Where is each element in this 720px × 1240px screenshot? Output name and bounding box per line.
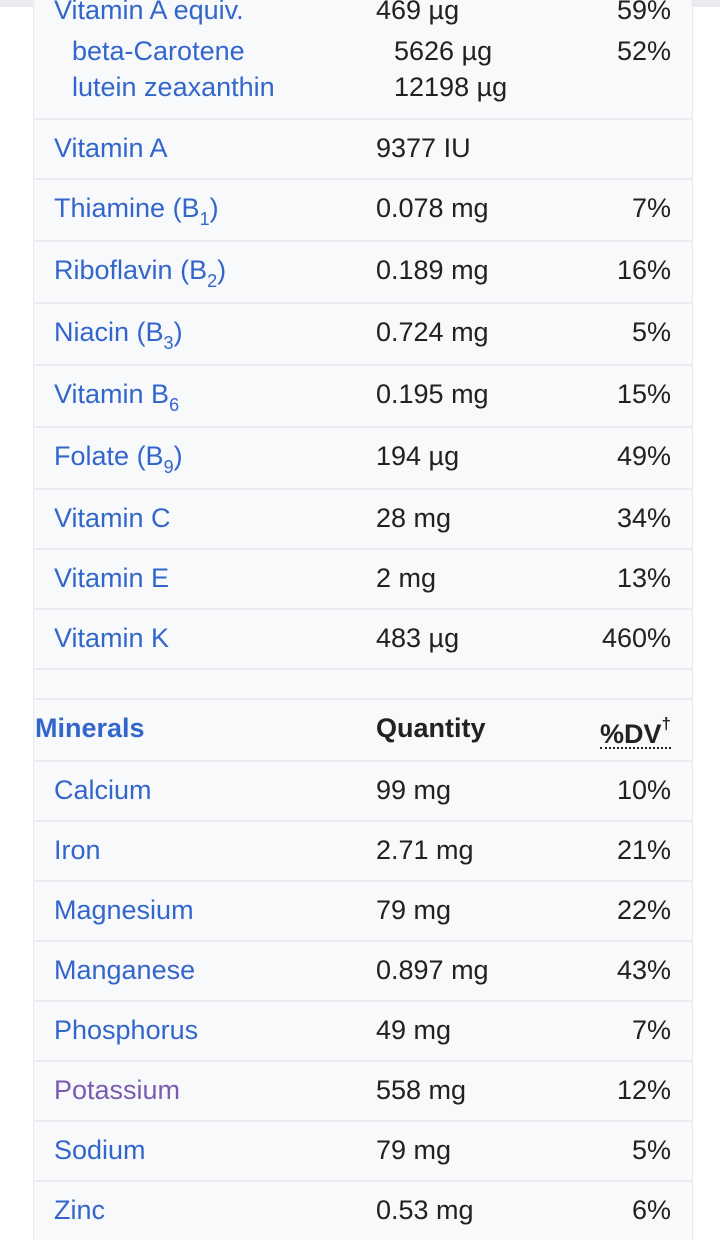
nutrient-quantity: 0.195 mg <box>376 379 489 409</box>
nutrient-quantity: 79 mg <box>376 1135 452 1165</box>
nutrient-quantity: 5626 µg <box>394 36 493 66</box>
nutrient-name-link[interactable]: Niacin (B3) <box>54 317 183 353</box>
nutrient-quantity: 0.078 mg <box>376 193 489 223</box>
nutrient-quantity: 49 mg <box>376 1015 452 1045</box>
nutrient-dv: 34% <box>616 503 671 533</box>
nutrient-name: Vitamin B <box>54 379 170 409</box>
nutrient-quantity: 194 µg <box>376 441 460 471</box>
nutrient-name-link[interactable]: Zinc <box>54 1195 106 1225</box>
nutrient-name-link[interactable]: Sodium <box>54 1135 146 1165</box>
nutrient-name-link[interactable]: Potassium <box>54 1075 181 1105</box>
nutrient-name-link[interactable]: Manganese <box>54 955 196 985</box>
nutrient-quantity: 483 µg <box>376 623 460 653</box>
nutrient-name-link[interactable]: Vitamin E <box>54 563 170 593</box>
nutrient-dv: 7% <box>631 1015 671 1045</box>
nutrient-quantity: 2 mg <box>376 563 437 593</box>
table-row: Riboflavin (B2) 0.189 mg 16% <box>34 242 692 304</box>
minerals-header-link[interactable]: Minerals <box>35 713 145 743</box>
nutrient-quantity: 558 mg <box>376 1075 467 1105</box>
nutrient-quantity: 0.724 mg <box>376 317 489 347</box>
table-row: Calcium 99 mg 10% <box>34 762 692 822</box>
nutrient-name-link[interactable]: Vitamin A equiv. <box>54 0 244 25</box>
nutrient-quantity: 469 µg <box>376 0 460 25</box>
table-row-vitamin-a-equiv: Vitamin A equiv. 469 µg 59% beta-Caroten… <box>34 0 692 120</box>
nutrient-quantity: 28 mg <box>376 503 452 533</box>
nutrient-quantity: 12198 µg <box>394 72 508 102</box>
vitamin-code: (B1) <box>172 193 219 229</box>
nutrient-name-link[interactable]: Calcium <box>54 775 152 805</box>
nutrient-name-link[interactable]: Riboflavin (B2) <box>54 255 227 291</box>
nutrient-dv: 460% <box>601 623 671 653</box>
nutrient-quantity: 99 mg <box>376 775 452 805</box>
table-row: Niacin (B3) 0.724 mg 5% <box>34 304 692 366</box>
nutrient-name-link[interactable]: lutein zeaxanthin <box>72 72 275 102</box>
nutrient-dv: 6% <box>631 1195 671 1225</box>
nutrient-dv: 5% <box>631 317 671 347</box>
nutrient-dv: 22% <box>616 895 671 925</box>
nutrient-dv: 12% <box>616 1075 671 1105</box>
vitamin-code: (B9) <box>136 441 183 477</box>
nutrient-name: Niacin <box>54 317 130 347</box>
table-row: Zinc 0.53 mg 6% <box>34 1182 692 1240</box>
nutrient-name-link[interactable]: Vitamin C <box>54 503 171 533</box>
table-row: Vitamin E 2 mg 13% <box>34 550 692 610</box>
vitamin-code: (B3) <box>136 317 183 353</box>
nutrient-name-link[interactable]: beta-Carotene <box>72 36 245 66</box>
table-row: Manganese 0.897 mg 43% <box>34 942 692 1002</box>
nutrient-quantity: 9377 IU <box>376 133 471 163</box>
nutrient-name-link[interactable]: Phosphorus <box>54 1015 199 1045</box>
nutrient-dv: 10% <box>616 775 671 805</box>
footnote-mark: † <box>661 714 671 733</box>
nutrient-name-link[interactable]: Iron <box>54 835 101 865</box>
table-row: Vitamin K 483 µg 460% <box>34 610 692 670</box>
nutrient-dv: 15% <box>616 379 671 409</box>
nutrient-dv: 49% <box>616 441 671 471</box>
table-row: Folate (B9) 194 µg 49% <box>34 428 692 490</box>
nutrient-quantity: 0.189 mg <box>376 255 489 285</box>
nutrient-dv: 52% <box>616 36 671 66</box>
nutrient-name-link[interactable]: Vitamin A <box>54 133 168 163</box>
nutrient-dv: 21% <box>616 835 671 865</box>
table-row: Iron 2.71 mg 21% <box>34 822 692 882</box>
nutrient-name: Folate <box>54 441 130 471</box>
dv-header[interactable]: %DV† <box>600 714 671 749</box>
nutrient-name-link[interactable]: Folate (B9) <box>54 441 183 477</box>
nutrient-quantity: 79 mg <box>376 895 452 925</box>
nutrient-dv: 5% <box>631 1135 671 1165</box>
vitamin-subscript: 6 <box>169 395 180 415</box>
table-row: Magnesium 79 mg 22% <box>34 882 692 942</box>
nutrient-dv: 13% <box>616 563 671 593</box>
nutrient-name: Riboflavin <box>54 255 173 285</box>
nutrient-name-link[interactable]: Vitamin B6 <box>54 379 179 415</box>
nutrition-table: Vitamin A equiv. 469 µg 59% beta-Caroten… <box>33 0 693 1240</box>
nutrient-dv: 7% <box>631 193 671 223</box>
table-row: Sodium 79 mg 5% <box>34 1122 692 1182</box>
nutrient-quantity: 0.897 mg <box>376 955 489 985</box>
table-row: Thiamine (B1) 0.078 mg 7% <box>34 180 692 242</box>
nutrient-name-link[interactable]: Magnesium <box>54 895 194 925</box>
table-row: Potassium 558 mg 12% <box>34 1062 692 1122</box>
nutrient-quantity: 0.53 mg <box>376 1195 474 1225</box>
nutrient-name-link[interactable]: Vitamin K <box>54 623 170 653</box>
nutrient-dv: 16% <box>616 255 671 285</box>
nutrient-dv: 43% <box>616 955 671 985</box>
table-row: Vitamin A 9377 IU <box>34 120 692 180</box>
minerals-header-row: Minerals Quantity %DV† <box>34 700 692 762</box>
table-row: Vitamin B6 0.195 mg 15% <box>34 366 692 428</box>
quantity-header: Quantity <box>376 713 486 743</box>
nutrient-quantity: 2.71 mg <box>376 835 474 865</box>
nutrient-dv: 59% <box>616 0 671 25</box>
vitamin-code: (B2) <box>180 255 227 291</box>
table-spacer-row <box>34 670 692 700</box>
table-row: Phosphorus 49 mg 7% <box>34 1002 692 1062</box>
nutrient-name: Thiamine <box>54 193 166 223</box>
nutrient-name-link[interactable]: Thiamine (B1) <box>54 193 219 229</box>
table-row: Vitamin C 28 mg 34% <box>34 490 692 550</box>
